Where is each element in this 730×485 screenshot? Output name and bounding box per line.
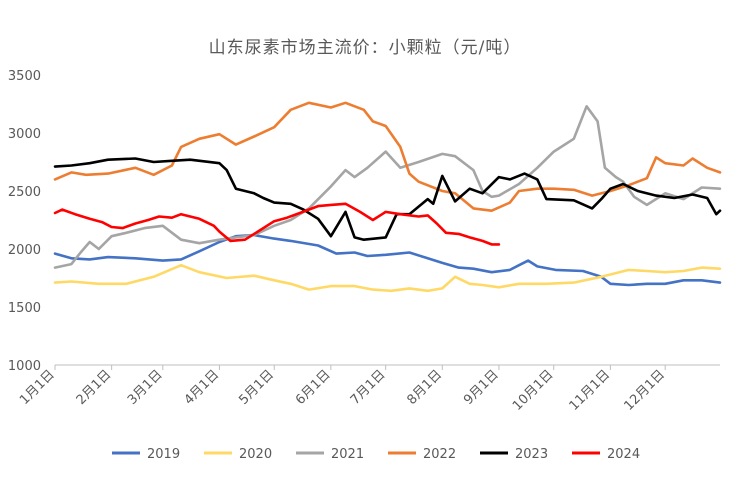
y-axis: 1000 1500 2000 2500 3000 3500 <box>8 69 41 374</box>
x-tick-label: 4月1日 <box>182 367 223 408</box>
x-tick-label: 9月1日 <box>461 367 502 408</box>
plot-area <box>53 101 722 293</box>
series-line-2020 <box>53 263 722 293</box>
y-tick-label: 1500 <box>8 301 41 316</box>
series-line-2021 <box>53 105 722 269</box>
y-tick-label: 2500 <box>8 185 41 200</box>
y-tick-label: 2000 <box>8 243 41 258</box>
y-tick-label: 3500 <box>8 69 41 84</box>
legend-label-2023: 2023 <box>515 447 548 462</box>
legend: 2019 2020 2021 2022 2023 2024 <box>112 447 640 462</box>
series-line-2019 <box>53 233 722 287</box>
legend-label-2024: 2024 <box>607 447 640 462</box>
x-axis: 1月1日 2月1日 3月1日 4月1日 5月1日 6月1日 7月1日 8月1日 9月1日 10月1… <box>17 364 720 414</box>
x-tick-label: 2月1日 <box>74 367 115 408</box>
series-line-2022 <box>53 101 722 212</box>
legend-label-2021: 2021 <box>331 447 364 462</box>
x-tick-label: 6月1日 <box>293 367 334 408</box>
x-tick-label: 10月1日 <box>510 367 557 414</box>
chart-title: 山东尿素市场主流价：小颗粒（元/吨） <box>209 38 522 58</box>
series-line-2024 <box>53 202 501 246</box>
y-tick-label: 3000 <box>8 127 41 142</box>
x-tick-label: 5月1日 <box>236 367 277 408</box>
legend-label-2022: 2022 <box>423 447 456 462</box>
x-tick-label: 12月1日 <box>621 367 668 414</box>
legend-label-2019: 2019 <box>147 447 180 462</box>
x-tick-label: 3月1日 <box>125 367 166 408</box>
x-tick-label: 7月1日 <box>348 367 389 408</box>
x-tick-label: 11月1日 <box>567 367 614 414</box>
legend-label-2020: 2020 <box>239 447 272 462</box>
x-tick-label: 8月1日 <box>404 367 445 408</box>
y-tick-label: 1000 <box>8 359 41 374</box>
